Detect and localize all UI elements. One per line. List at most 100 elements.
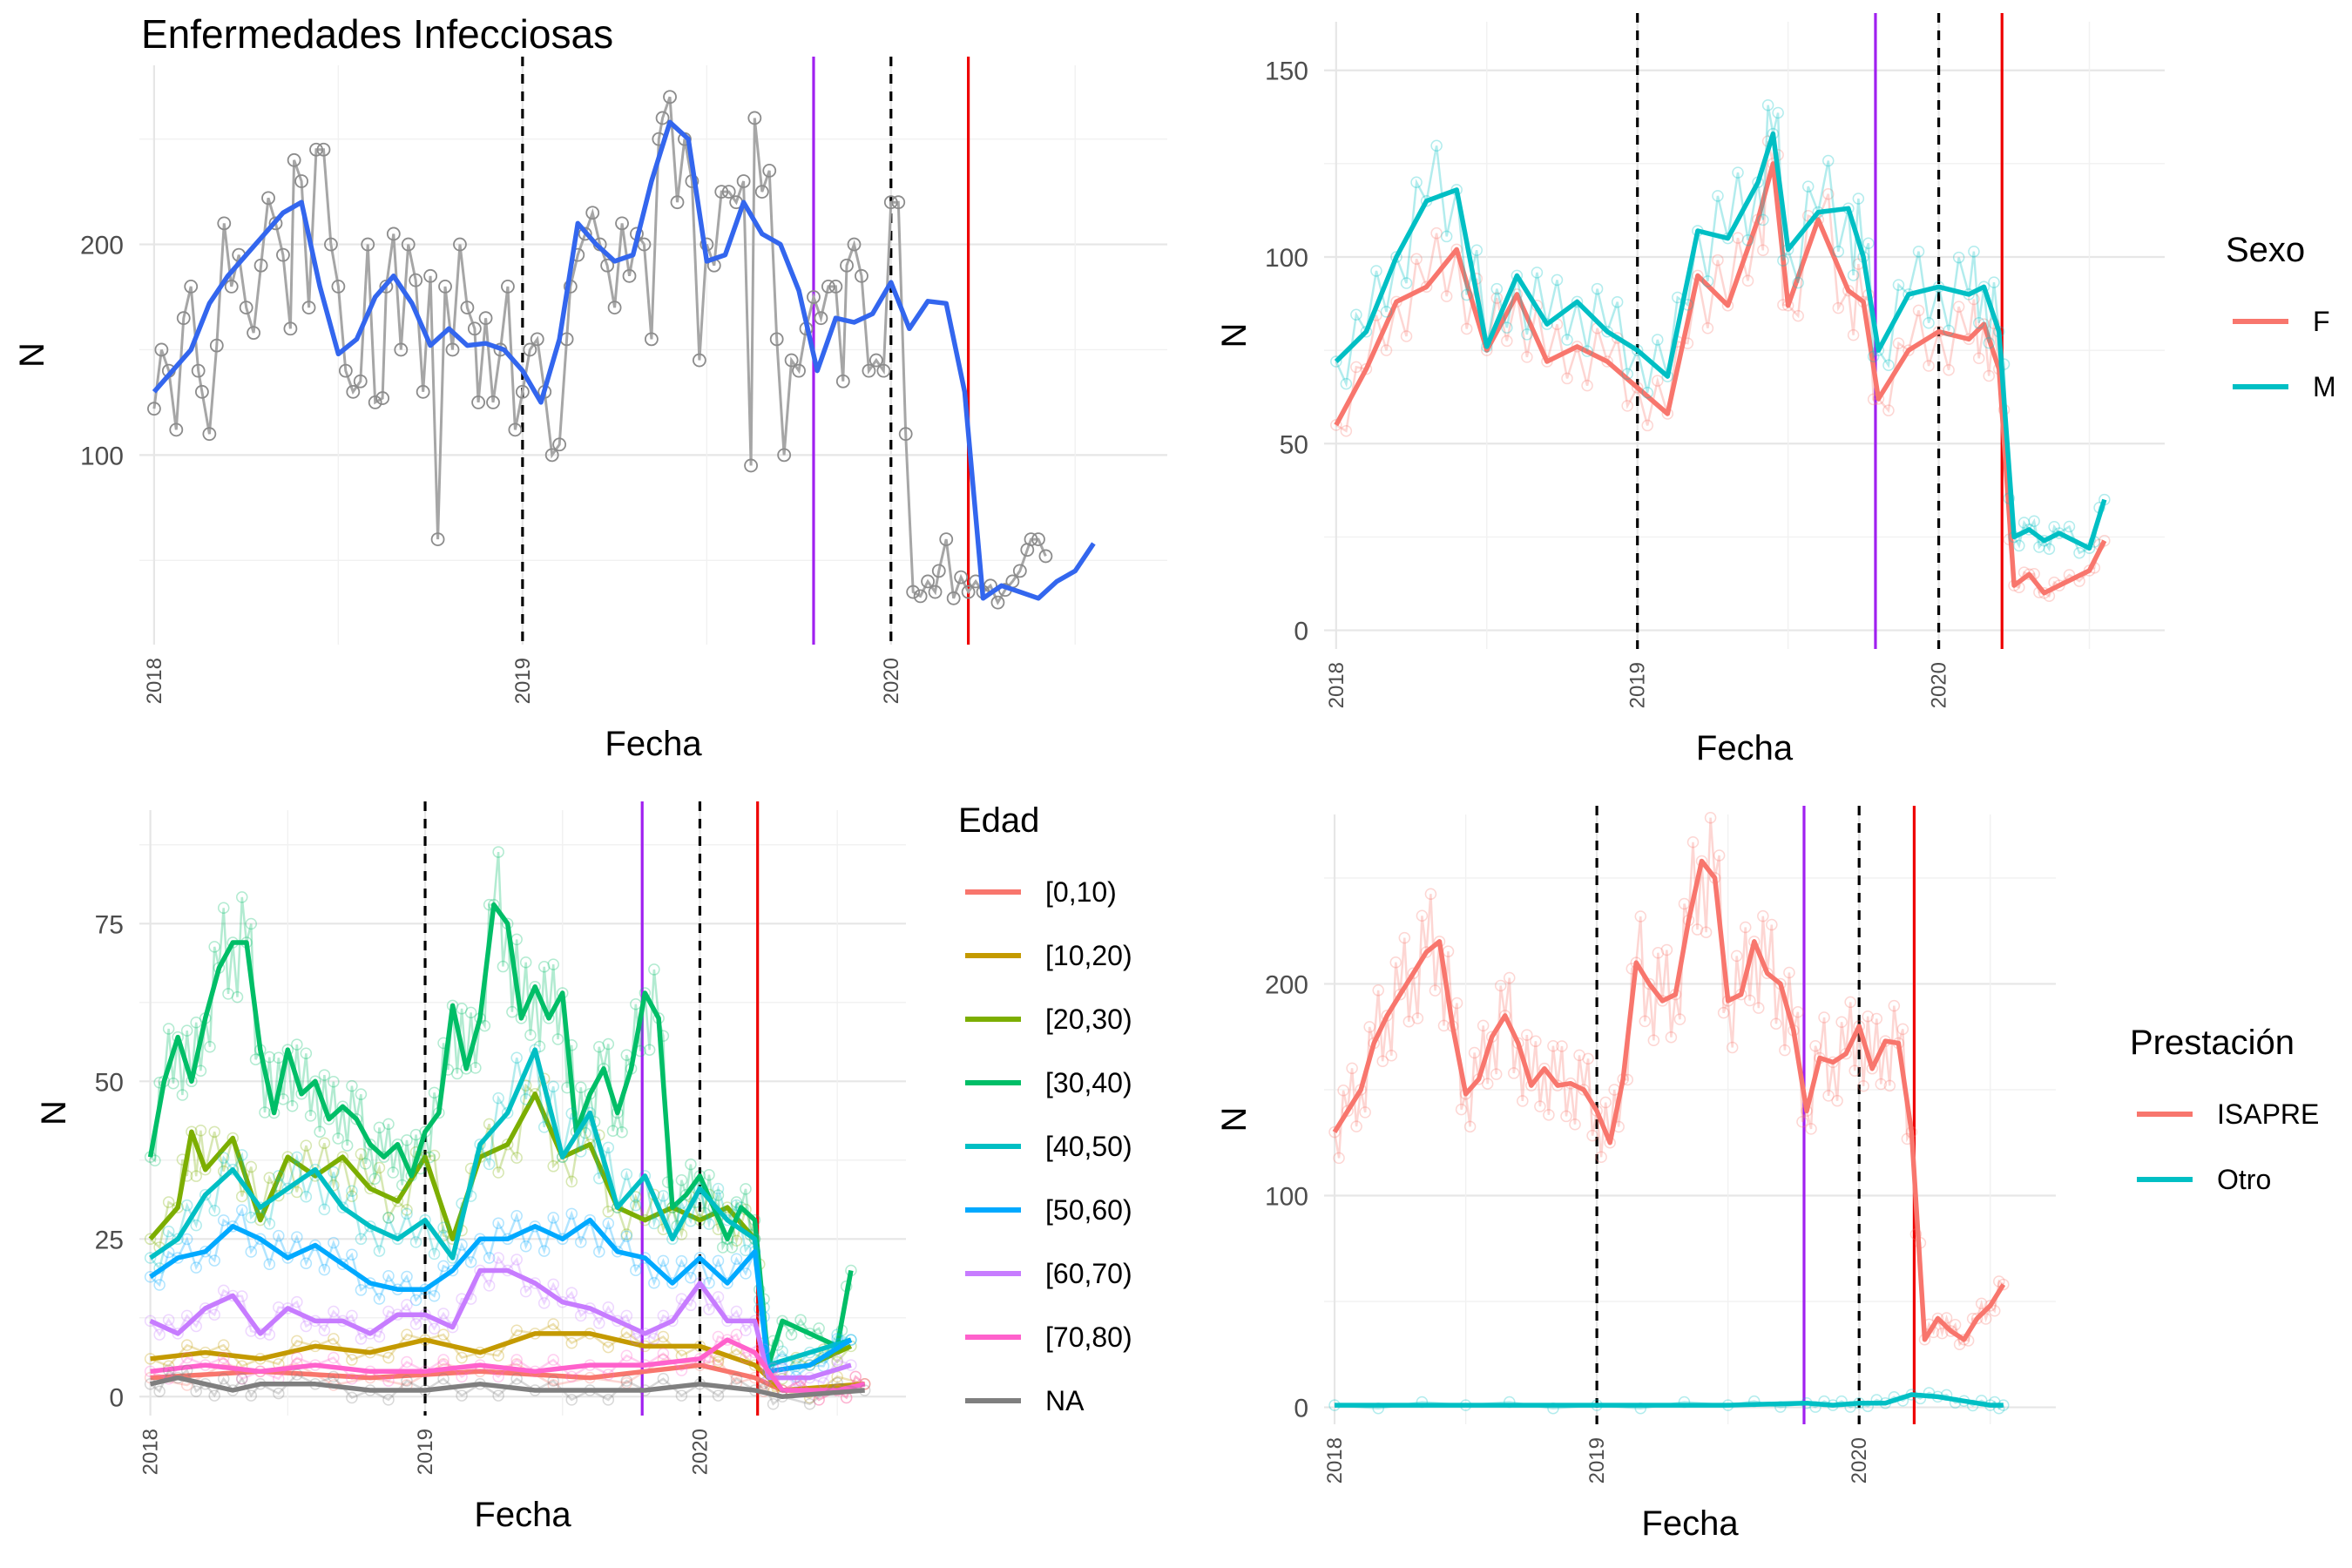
raw-point <box>510 1324 523 1337</box>
raw-point <box>217 902 230 915</box>
raw-point <box>273 1387 285 1400</box>
raw-point <box>648 963 660 976</box>
raw-point <box>492 1166 504 1179</box>
raw-point <box>712 1189 725 1201</box>
raw-point <box>657 1348 670 1360</box>
raw-point <box>519 956 532 969</box>
raw-point <box>423 1151 436 1164</box>
raw-point <box>891 195 906 210</box>
y-tick-label: 0 <box>1294 618 1308 646</box>
raw-point <box>456 1239 468 1251</box>
raw-point <box>336 1258 349 1270</box>
raw-point <box>1912 304 1925 317</box>
raw-point <box>730 1196 743 1208</box>
raw-point <box>153 1328 166 1341</box>
raw-point <box>464 1006 477 1019</box>
raw-point <box>332 1132 344 1145</box>
raw-point <box>318 1324 331 1337</box>
raw-point <box>1847 269 1860 281</box>
trend-line <box>147 902 854 1368</box>
raw-point <box>510 1254 523 1266</box>
raw-point <box>1460 288 1473 301</box>
raw-point <box>346 1185 358 1198</box>
raw-point <box>803 1397 816 1410</box>
y-tick-label: 50 <box>1280 430 1308 459</box>
raw-point <box>283 321 298 336</box>
panel-edad: 0 25 50 75 2018 2019 2020 Fecha N Edad [0,10) [10,2… <box>35 801 1132 1534</box>
raw-point <box>350 1112 362 1125</box>
raw-point <box>928 585 943 599</box>
raw-point <box>547 1080 559 1093</box>
raw-point <box>1330 355 1342 368</box>
raw-point <box>190 1016 202 1029</box>
raw-point <box>1700 926 1713 938</box>
raw-point <box>1847 328 1860 341</box>
raw-point <box>1573 1049 1585 1062</box>
raw-point <box>1490 282 1504 295</box>
raw-point <box>1599 1096 1612 1109</box>
raw-point <box>675 1254 688 1267</box>
raw-point <box>437 1328 449 1341</box>
raw-point <box>1424 888 1437 900</box>
raw-point <box>828 280 843 294</box>
series-Otro <box>1328 1387 2010 1415</box>
raw-point <box>575 1309 587 1322</box>
raw-point <box>506 1005 518 1018</box>
raw-point <box>565 1175 578 1188</box>
y-tick-label: 25 <box>95 1226 124 1254</box>
raw-point <box>1822 1090 1835 1102</box>
x-tick-label: 2018 <box>143 658 166 704</box>
raw-point <box>721 1277 733 1289</box>
raw-point <box>551 1033 564 1045</box>
raw-point <box>1420 946 1433 958</box>
raw-point <box>593 1173 605 1185</box>
raw-point <box>565 1107 578 1120</box>
raw-point <box>470 1062 482 1074</box>
raw-point <box>1652 375 1664 387</box>
raw-point <box>777 448 792 463</box>
event-lines <box>1636 13 2004 649</box>
raw-point <box>287 152 301 167</box>
raw-point <box>217 1214 230 1227</box>
raw-point <box>740 1183 752 1195</box>
raw-point <box>2063 520 2076 533</box>
raw-point <box>1783 966 1795 979</box>
raw-point <box>336 1151 349 1163</box>
raw-point <box>776 1345 788 1358</box>
raw-point <box>898 427 913 442</box>
raw-point <box>1402 1016 1416 1028</box>
raw-point <box>1359 1106 1371 1119</box>
raw-point <box>1867 350 1880 363</box>
raw-point <box>1430 226 1443 240</box>
raw-point <box>1940 1312 1953 1324</box>
raw-point <box>346 1079 358 1092</box>
raw-point <box>1521 328 1533 341</box>
legend-label: [30,40) <box>1045 1067 1132 1098</box>
legend-label: F <box>2313 306 2330 337</box>
panel-prestacion: 0 100 200 2018 2019 2020 Fecha N Prestación ISAPR… <box>1215 806 2319 1543</box>
raw-point <box>1761 98 1774 112</box>
raw-point <box>744 458 758 473</box>
raw-point <box>648 1333 660 1345</box>
raw-point <box>693 1182 706 1195</box>
raw-point <box>273 1301 285 1314</box>
raw-point <box>401 1204 413 1216</box>
raw-point <box>409 1236 422 1248</box>
raw-point <box>373 1330 386 1343</box>
raw-point <box>446 1264 459 1277</box>
raw-point <box>1547 1039 1559 1052</box>
raw-point <box>382 1394 395 1406</box>
raw-point <box>730 1373 743 1385</box>
raw-point <box>1407 967 1420 980</box>
raw-point <box>236 1373 248 1385</box>
raw-point <box>1882 359 1895 372</box>
raw-point <box>1501 321 1513 334</box>
raw-point <box>1835 1016 1848 1029</box>
raw-point <box>767 1397 780 1410</box>
legend-title: Edad <box>958 801 1039 840</box>
raw-point <box>622 268 637 283</box>
raw-point <box>167 1077 179 1090</box>
raw-point <box>1704 811 1717 824</box>
raw-point <box>648 1277 660 1289</box>
x-tick-label: 2020 <box>1928 662 1951 708</box>
